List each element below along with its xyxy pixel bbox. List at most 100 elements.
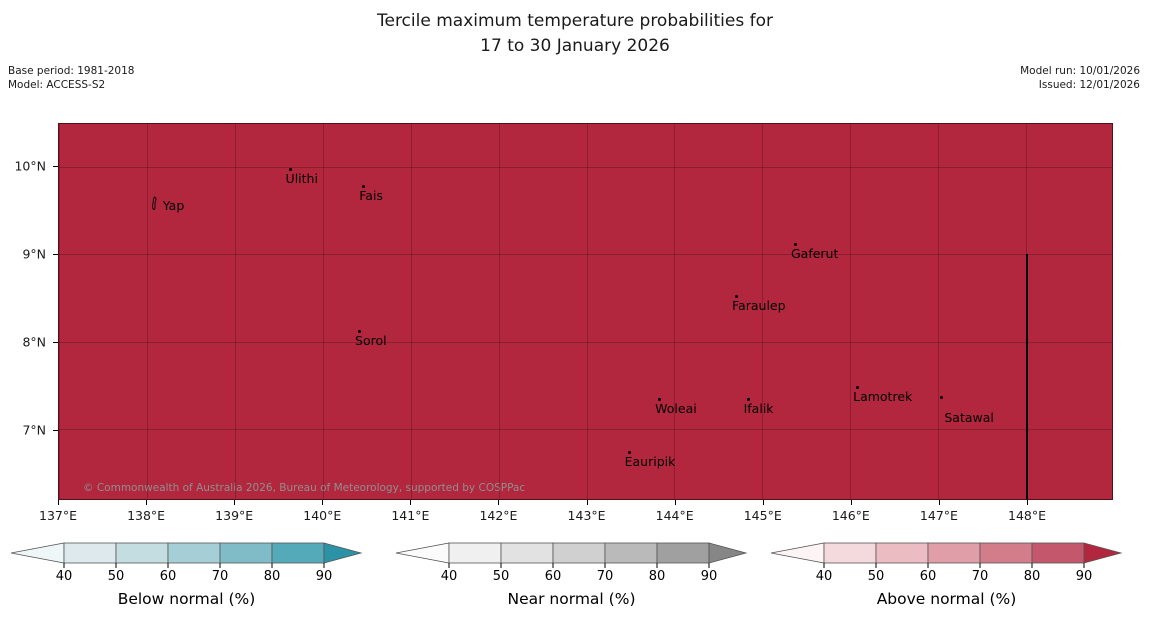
yap-island-shape xyxy=(151,196,157,210)
x-axis-tick xyxy=(146,500,148,505)
y-axis-tick xyxy=(53,165,58,167)
y-axis-tick xyxy=(53,254,58,255)
legend-tick-label: 60 xyxy=(919,569,937,584)
run-info-block: Model run: 10/01/2026 Issued: 12/01/2026 xyxy=(1020,64,1140,92)
legend-below-normal: 40 50 60 70 80 90 Below normal (%) xyxy=(8,541,365,608)
legend-tick-label: 70 xyxy=(211,569,229,584)
x-axis-tick xyxy=(1027,500,1029,505)
legend-tick-label: 40 xyxy=(440,569,458,584)
near-normal-label: Near normal (%) xyxy=(507,590,636,608)
y-axis: 10°N 9°N 8°N 7°N xyxy=(0,123,58,500)
legend-tick-label: 50 xyxy=(107,569,125,584)
y-axis-tick xyxy=(53,430,58,432)
gridline-141°E xyxy=(410,124,412,499)
legend-tick-label: 50 xyxy=(492,569,510,584)
copyright-note: © Commonwealth of Australia 2026, Bureau… xyxy=(83,482,526,494)
x-axis-tick xyxy=(762,500,764,505)
legend-above-normal: 40 50 60 70 80 90 Above normal (%) xyxy=(768,541,1125,608)
legend-tick-label: 80 xyxy=(263,569,281,584)
island-marker-dot xyxy=(627,451,631,455)
map-area: © Commonwealth of Australia 2026, Bureau… xyxy=(58,123,1113,500)
x-tick-label: 139°E xyxy=(215,508,254,523)
island-label: Yap xyxy=(162,197,185,213)
x-tick-label: 138°E xyxy=(127,508,166,523)
gridline-139°E xyxy=(234,124,236,499)
x-tick-label: 145°E xyxy=(743,508,782,523)
legend-near-normal: 40 50 60 70 80 90 Near normal (%) xyxy=(393,541,750,608)
below-normal-tick-row: 40 50 60 70 80 90 xyxy=(8,569,365,587)
island-marker-dot xyxy=(288,168,292,172)
x-tick-label: 140°E xyxy=(303,508,342,523)
y-tick-label: 7°N xyxy=(22,422,46,438)
island-label: Eauripik xyxy=(624,454,676,470)
model-run-text: Model run: 10/01/2026 xyxy=(1020,65,1140,77)
x-axis-tick xyxy=(498,500,500,505)
island-label: Gaferut xyxy=(790,246,839,262)
x-axis: 137°E 138°E 139°E 140°E 141°E 142°E 143°E 144°E… xyxy=(39,500,1113,532)
island-marker-dot xyxy=(746,398,750,402)
x-tick-label: 147°E xyxy=(919,508,958,523)
x-tick-label: 144°E xyxy=(655,508,694,523)
gridline-10°N xyxy=(59,166,1112,168)
island-marker-dot xyxy=(940,395,944,399)
x-axis-tick xyxy=(850,500,852,505)
above-normal-colorbar xyxy=(768,541,1125,569)
gridline-137°E xyxy=(59,124,60,499)
y-tick-label: 9°N xyxy=(22,246,46,262)
legend-colorbar-svg xyxy=(395,542,748,568)
island-marker-dot xyxy=(658,398,662,402)
island-label: Ulithi xyxy=(285,171,318,187)
gridline-142°E xyxy=(498,124,500,499)
x-axis-tick xyxy=(322,500,324,505)
island-marker-dot xyxy=(358,329,362,333)
near-normal-tick-row: 40 50 60 70 80 90 xyxy=(393,569,750,587)
legend-tick-label: 80 xyxy=(648,569,666,584)
legend-tick-label: 90 xyxy=(1075,569,1093,584)
island-label: Ifalik xyxy=(743,401,774,417)
eez-boundary-line xyxy=(1026,254,1029,499)
near-normal-colorbar xyxy=(393,541,750,569)
model-info-block: Base period: 1981-2018 Model: ACCESS-S2 xyxy=(8,64,134,92)
island-label: Faraulep xyxy=(732,297,786,313)
x-axis-tick xyxy=(586,500,588,505)
chart-title: Tercile maximum temperature probabilitie… xyxy=(0,9,1150,59)
x-axis-tick xyxy=(938,500,940,505)
x-axis-tick xyxy=(410,500,412,505)
legend-colorbar-svg xyxy=(770,542,1123,568)
gridline-138°E xyxy=(146,124,148,499)
gridline-143°E xyxy=(586,124,588,499)
x-tick-label: 148°E xyxy=(1008,508,1047,523)
above-normal-label: Above normal (%) xyxy=(876,590,1017,608)
below-normal-colorbar xyxy=(8,541,365,569)
above-normal-tick-row: 40 50 60 70 80 90 xyxy=(768,569,1125,587)
x-tick-label: 142°E xyxy=(479,508,518,523)
legend-tick-label: 40 xyxy=(815,569,833,584)
legend-tick-label: 60 xyxy=(159,569,177,584)
legend-tick-label: 90 xyxy=(315,569,333,584)
gridline-9°N xyxy=(59,254,1112,256)
gridline-147°E xyxy=(938,124,940,499)
chart-title-line-1: Tercile maximum temperature probabilitie… xyxy=(376,11,773,31)
legend-tick-label: 50 xyxy=(867,569,885,584)
island-marker-dot xyxy=(856,385,860,389)
gridline-145°E xyxy=(762,124,764,499)
x-tick-label: 137°E xyxy=(38,508,78,523)
gridline-146°E xyxy=(850,124,852,499)
y-tick-label: 8°N xyxy=(22,334,46,350)
gridline-140°E xyxy=(322,124,324,499)
chart-title-line-2: 17 to 30 January 2026 xyxy=(480,36,670,56)
legend-tick-label: 40 xyxy=(55,569,73,584)
x-axis-tick xyxy=(234,500,236,505)
gridline-7°N xyxy=(59,429,1112,431)
base-period-text: Base period: 1981-2018 xyxy=(8,65,135,77)
island-label: Fais xyxy=(359,187,383,203)
island-marker-dot xyxy=(362,184,366,188)
legend-tick-label: 70 xyxy=(596,569,614,584)
gridline-144°E xyxy=(674,124,676,499)
x-tick-label: 146°E xyxy=(831,508,870,523)
x-axis-tick xyxy=(674,500,676,505)
model-name-text: Model: ACCESS-S2 xyxy=(8,79,106,91)
y-tick-label: 10°N xyxy=(14,158,46,174)
x-tick-label: 143°E xyxy=(567,508,606,523)
